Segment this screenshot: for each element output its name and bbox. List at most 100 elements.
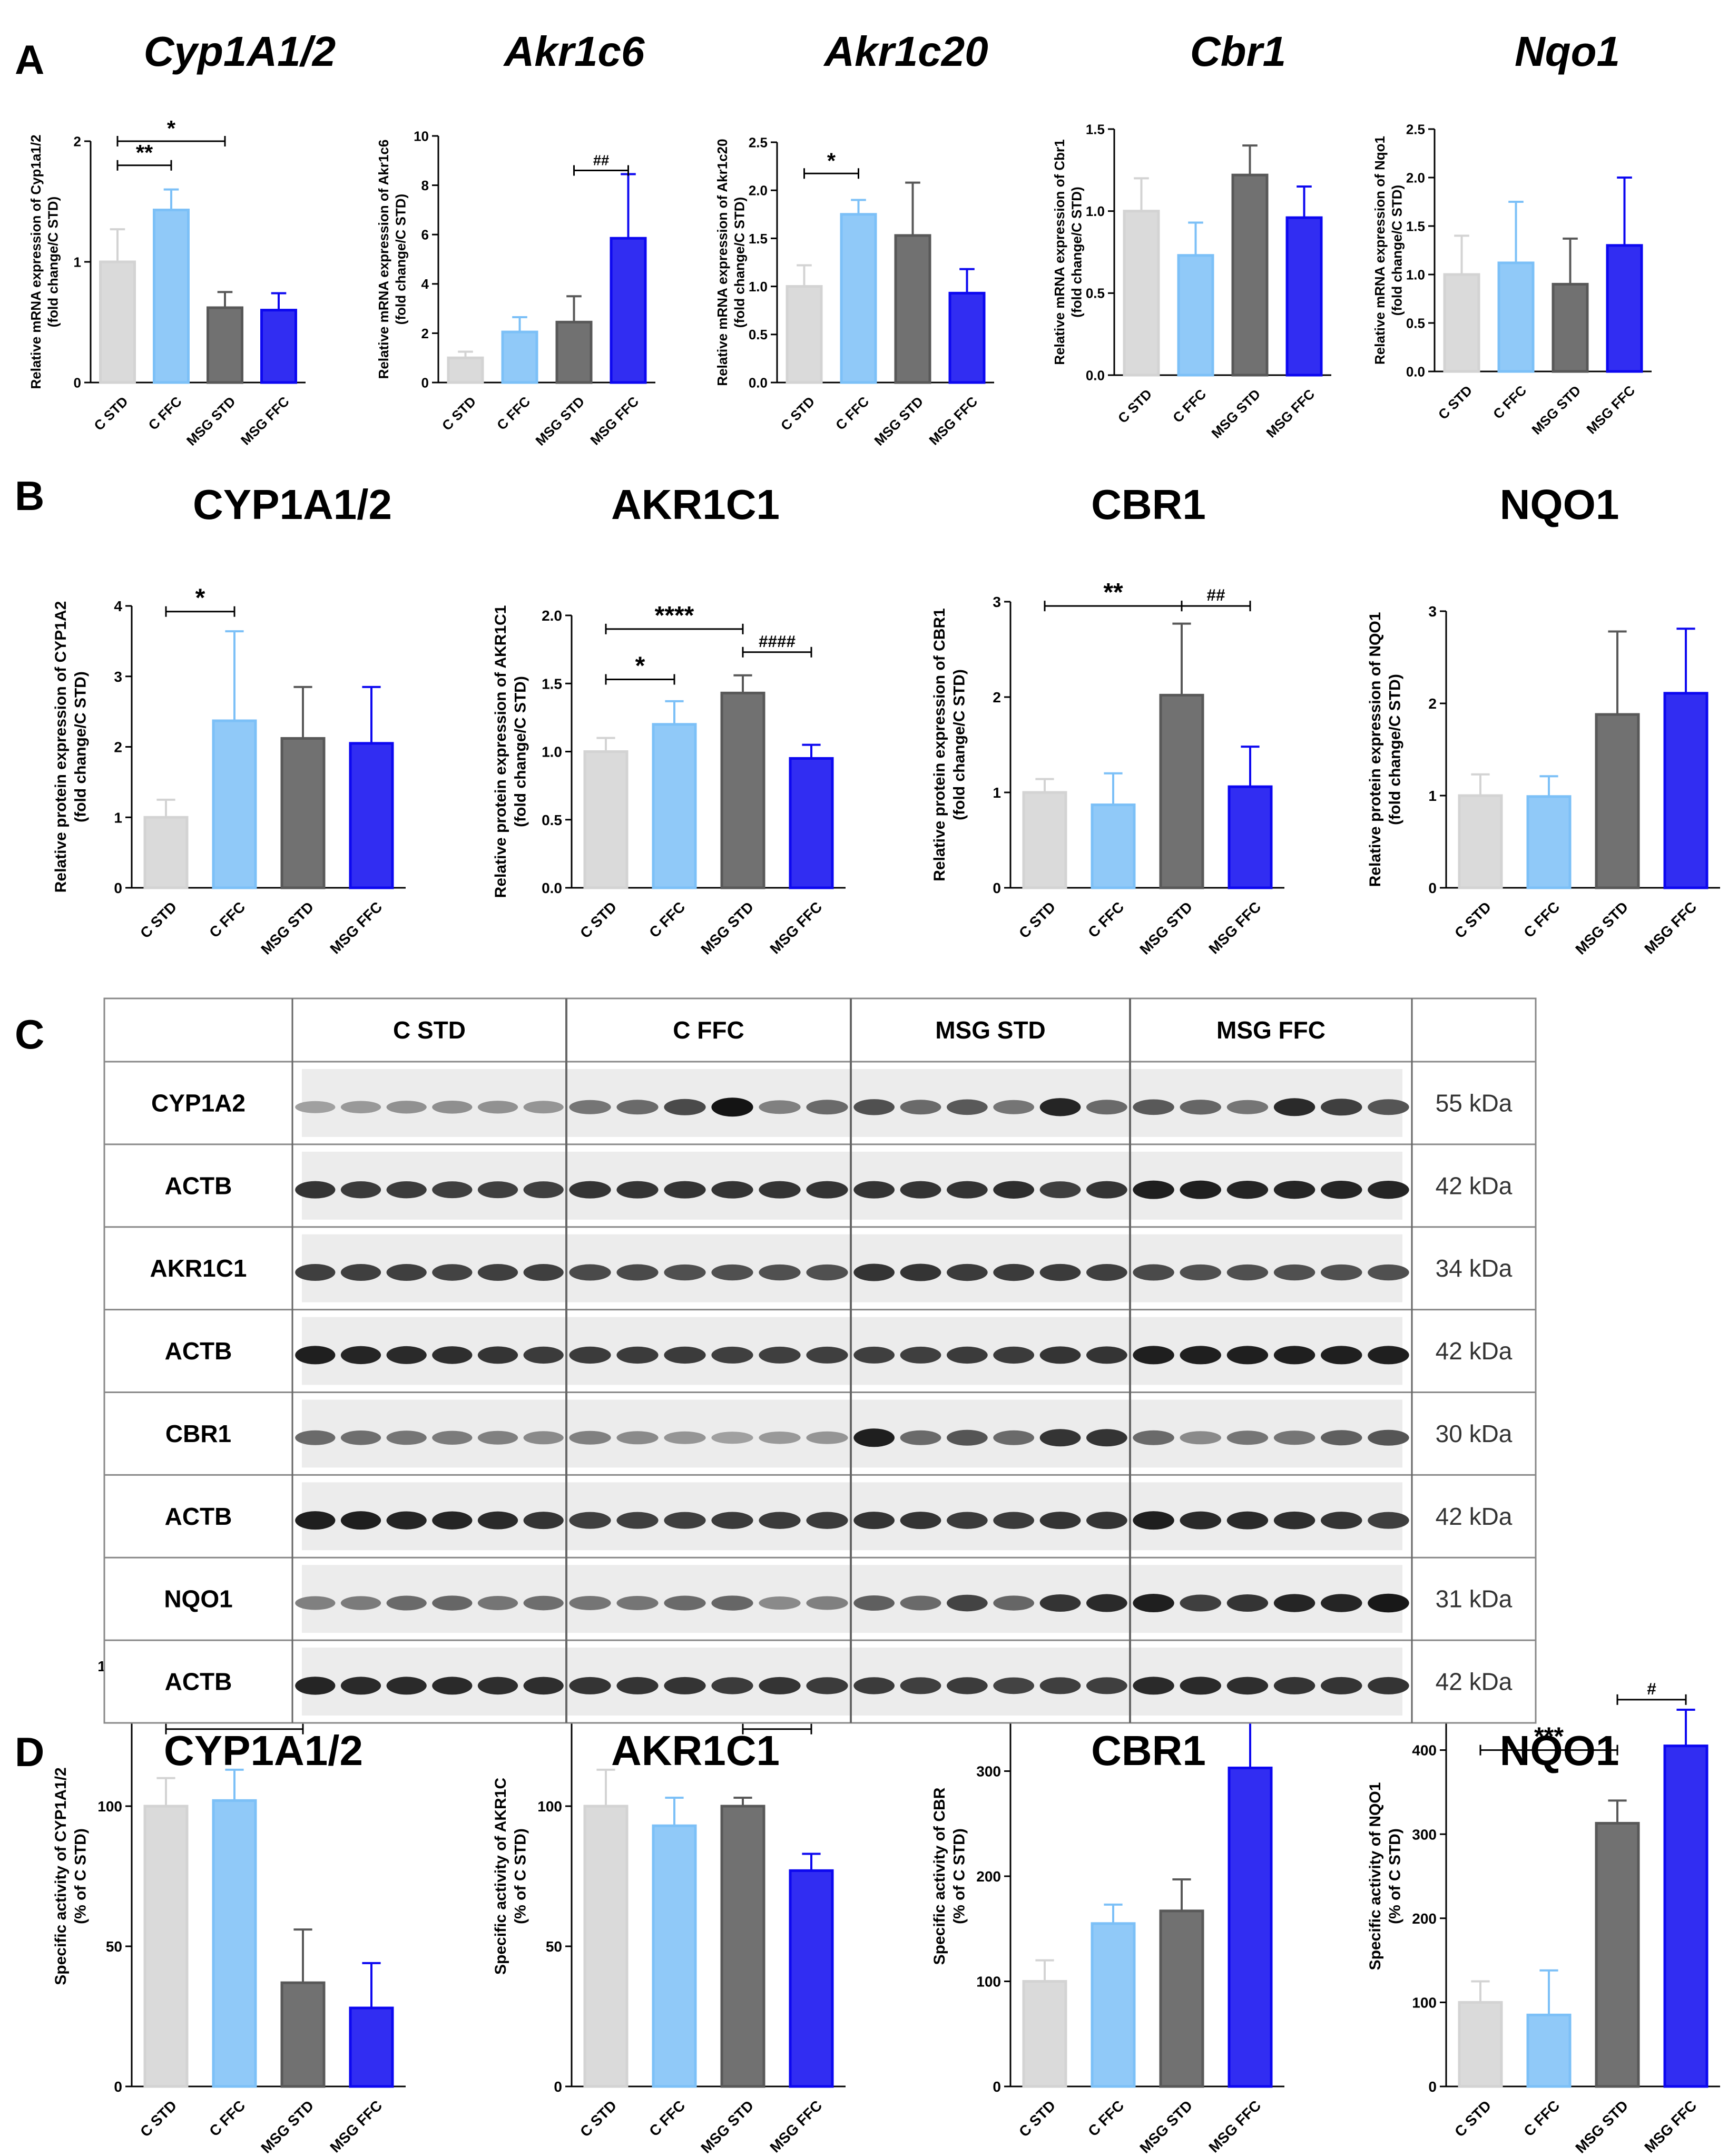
blot-band xyxy=(1226,1677,1269,1695)
bar-msg-ffc xyxy=(789,757,834,889)
blot-band xyxy=(1086,1181,1127,1199)
blot-row-akr1c1: AKR1C1 34 kDa xyxy=(150,1234,1513,1302)
blot-band xyxy=(759,1346,801,1364)
y-tick-label: 1.5 xyxy=(1406,218,1425,234)
blot-band xyxy=(711,1181,753,1199)
blot-band xyxy=(1321,1512,1362,1530)
blot-band xyxy=(1226,1264,1269,1281)
blot-band xyxy=(759,1100,801,1114)
blot-band xyxy=(1133,1346,1174,1365)
chart-title: Akr1c6 xyxy=(503,28,645,75)
x-tick-label: C FFC xyxy=(832,393,872,433)
blot-band xyxy=(295,1430,336,1445)
panel-letters: A B C D xyxy=(15,36,44,1775)
bar-msg-std xyxy=(555,320,593,384)
blot-band xyxy=(1273,1346,1315,1365)
x-tick-label: MSG STD xyxy=(1208,386,1263,442)
blot-band xyxy=(1226,1430,1269,1445)
x-tick-label: MSG FFC xyxy=(1641,2097,1700,2155)
blot-band xyxy=(711,1264,753,1281)
blot-band xyxy=(806,1346,848,1364)
blot-band xyxy=(1273,1677,1315,1694)
blot-band xyxy=(759,1431,801,1444)
blot-band xyxy=(900,1430,941,1445)
bar-c-ffc xyxy=(153,209,190,384)
bar-msg-std xyxy=(280,1981,326,2088)
blot-band xyxy=(759,1596,801,1610)
blot-band xyxy=(386,1430,427,1445)
x-tick-label: MSG STD xyxy=(1572,898,1631,957)
significance-label: # xyxy=(1647,1679,1656,1698)
blot-band xyxy=(1039,1263,1081,1281)
blot-band xyxy=(1226,1346,1269,1365)
blot-band xyxy=(1086,1429,1127,1447)
x-tick-label: C FFC xyxy=(1520,2097,1563,2139)
significance-label: ** xyxy=(136,140,153,165)
chart-b3: CBR1 0 1 2 3 Relative protein expression of C… xyxy=(931,481,1284,958)
blot-band xyxy=(340,1430,381,1445)
blot-band xyxy=(477,1346,518,1364)
bar-c-ffc xyxy=(212,1799,257,2088)
y-tick-label: 0 xyxy=(1428,880,1437,896)
y-tick-label: 2.0 xyxy=(542,607,562,624)
bar-c-std xyxy=(1458,794,1503,889)
significance-label: * xyxy=(167,116,176,141)
blot-band xyxy=(1133,1180,1174,1199)
blot-kda-label: 42 kDa xyxy=(1436,1337,1513,1365)
y-axis-label-line: (fold change/C STD) xyxy=(1387,674,1404,825)
blot-band xyxy=(1133,1099,1174,1115)
blot-band xyxy=(477,1596,518,1611)
blot-band xyxy=(432,1511,473,1530)
x-tick-label: C STD xyxy=(91,394,131,434)
y-axis-label-line: Relative protein expression of CBR1 xyxy=(931,608,948,881)
y-tick-label: 2.5 xyxy=(1406,121,1425,137)
y-tick-label: 10 xyxy=(414,128,429,144)
blot-band xyxy=(432,1346,473,1364)
bar-c-std xyxy=(786,285,823,384)
western-blot-panel: C STD C FFC MSG STD MSG FFC CYP1A2 55 kDa ACTB… xyxy=(103,997,1537,1724)
chart-title: AKR1C1 xyxy=(611,481,780,528)
blot-band xyxy=(295,1101,336,1113)
x-tick-label: C FFC xyxy=(145,393,184,433)
x-tick-label: C STD xyxy=(1451,2097,1494,2140)
significance-label: *** xyxy=(1534,1723,1564,1751)
blot-band xyxy=(477,1511,518,1530)
bar-msg-ffc xyxy=(1228,785,1273,889)
y-tick-label: 1.5 xyxy=(542,675,562,692)
y-tick-label: 400 xyxy=(1412,1742,1437,1759)
y-tick-label: 200 xyxy=(1412,1910,1437,1927)
y-axis-label-line: (fold change/C STD) xyxy=(393,194,409,325)
x-tick-label: MSG STD xyxy=(258,2097,317,2156)
chart-d3: CBR10100200300400Specific activity of CB… xyxy=(931,1658,1284,2156)
y-tick-label: 0.5 xyxy=(1086,286,1105,301)
blot-band xyxy=(1039,1346,1081,1364)
blot-band xyxy=(386,1101,427,1114)
y-axis-label: Relative mRNA expression of Cbr1(fold ch… xyxy=(1052,139,1085,365)
blot-row-actb: ACTB 42 kDa xyxy=(165,1317,1513,1385)
bar-msg-ffc xyxy=(1285,216,1323,377)
blot-band xyxy=(806,1512,848,1529)
blot-band xyxy=(900,1181,941,1199)
x-tick-label: MSG FFC xyxy=(1583,382,1638,437)
blot-band xyxy=(295,1511,336,1530)
blot-band xyxy=(616,1677,659,1694)
chart-a2: Akr1c6 0 2 4 6 8 10 Relative mRNA expression of… xyxy=(376,28,655,449)
y-axis-label: Specific activity of NQO1 (% of C STD) xyxy=(1367,1782,1404,1971)
significance-label: ** xyxy=(1103,579,1123,606)
blot-band xyxy=(664,1595,706,1611)
bar-msg-ffc xyxy=(610,237,647,384)
blot-band xyxy=(1321,1180,1362,1199)
chart-title: CYP1A1/2 xyxy=(193,481,392,528)
blot-kda-label: 42 kDa xyxy=(1436,1172,1513,1199)
panel-letter-a: A xyxy=(15,36,44,83)
blot-band xyxy=(295,1596,336,1610)
y-axis-label-line: (% of C STD) xyxy=(1387,1828,1404,1924)
bar-msg-ffc xyxy=(260,309,297,384)
x-tick-label: MSG STD xyxy=(871,394,926,449)
y-tick-label: 100 xyxy=(97,1798,122,1815)
blot-row-actb: ACTB 42 kDa xyxy=(165,1648,1513,1716)
blot-band xyxy=(523,1346,564,1364)
y-tick-label: 1 xyxy=(993,785,1001,801)
bar-c-ffc xyxy=(1091,1922,1136,2088)
blot-band xyxy=(1086,1264,1127,1281)
